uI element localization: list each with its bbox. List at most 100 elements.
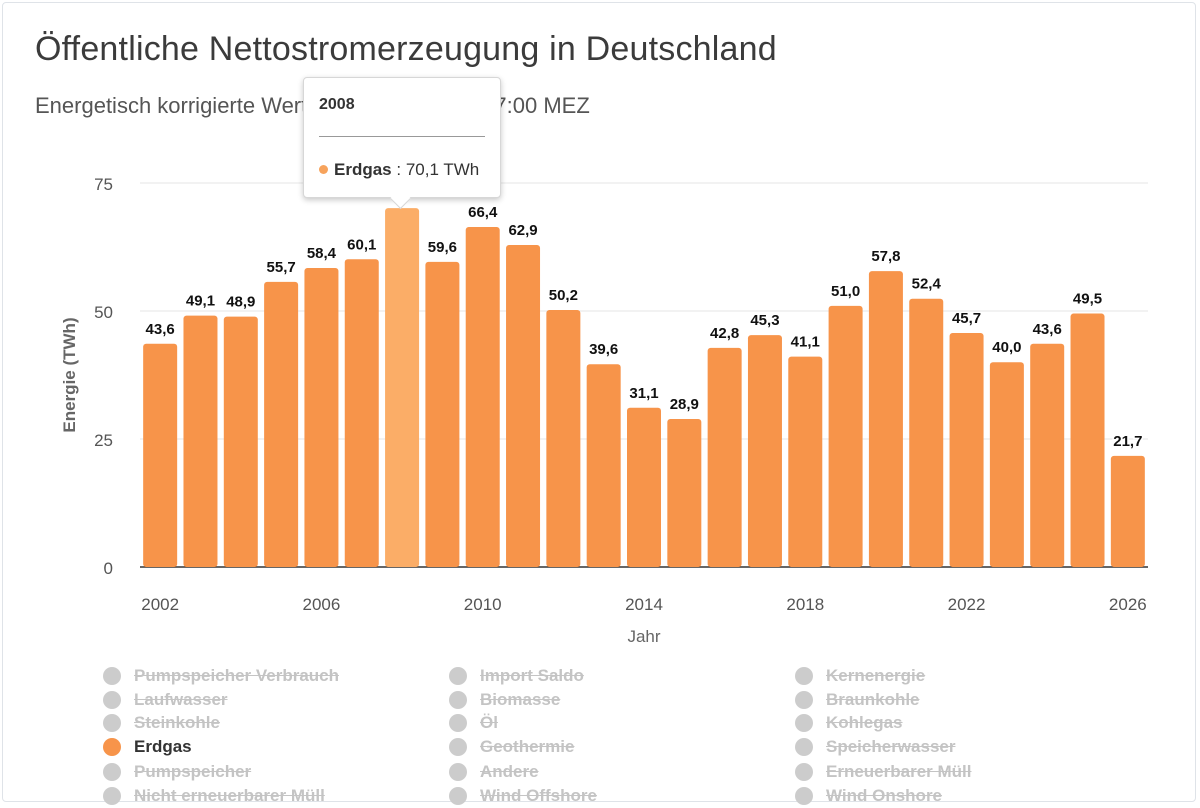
bar-2022 <box>949 333 984 567</box>
legend-marker-icon <box>103 691 121 709</box>
data-label-2018: 41,1 <box>791 334 820 351</box>
data-label-2025: 49,5 <box>1073 291 1102 308</box>
x-tick-label: 2006 <box>303 595 341 614</box>
legend-label: Kohlegas <box>826 713 903 732</box>
data-label-2023: 40,0 <box>992 339 1021 356</box>
bar-2026 <box>1110 455 1145 567</box>
data-label-2007: 60,1 <box>347 236 376 253</box>
legend-item-speicherwasser[interactable]: Speicherwasser <box>795 735 955 759</box>
bar-2011 <box>506 244 541 567</box>
legend-item-steinkohle[interactable]: Steinkohle <box>103 711 220 735</box>
legend-item-erneuerbarer-müll[interactable]: Erneuerbarer Müll <box>795 760 972 784</box>
bar-2002 <box>143 343 178 567</box>
tooltip-value: : 70,1 TWh <box>396 160 480 179</box>
data-label-2026: 21,7 <box>1113 433 1142 450</box>
tooltip-row: Erdgas : 70,1 TWh <box>319 160 479 180</box>
legend-marker-icon <box>449 738 467 756</box>
y-tick-label: 25 <box>94 431 113 450</box>
legend-marker-icon <box>103 714 121 732</box>
legend-item-erdgas[interactable]: Erdgas <box>103 735 192 759</box>
tooltip-series-name: Erdgas <box>334 160 392 179</box>
x-axis-title: Jahr <box>627 627 660 646</box>
legend-marker-icon <box>103 667 121 685</box>
bar-2023 <box>989 362 1024 567</box>
bar-2009 <box>425 261 460 567</box>
tooltip-header: 2008 <box>319 96 355 113</box>
legend-label: Öl <box>480 713 498 732</box>
y-tick-label: 50 <box>94 303 113 322</box>
x-tick-label: 2018 <box>786 595 824 614</box>
legend-item-laufwasser[interactable]: Laufwasser <box>103 688 228 712</box>
legend-item-pumpspeicher[interactable]: Pumpspeicher <box>103 760 251 784</box>
data-label-2003: 49,1 <box>186 293 215 310</box>
legend-label: Wind Onshore <box>826 786 943 805</box>
legend-marker-icon <box>795 691 813 709</box>
legend-marker-icon <box>103 787 121 805</box>
bar-2004 <box>223 316 258 567</box>
data-label-2015: 28,9 <box>670 396 699 413</box>
bar-2019 <box>828 305 863 567</box>
legend-item-kernenergie[interactable]: Kernenergie <box>795 664 925 688</box>
data-label-2014: 31,1 <box>629 385 658 402</box>
data-label-2010: 66,4 <box>468 204 498 221</box>
legend-marker-icon <box>795 738 813 756</box>
bar-2008 <box>385 208 420 567</box>
x-tick-label: 2002 <box>141 595 179 614</box>
legend-label: Kernenergie <box>826 666 926 685</box>
data-label-2016: 42,8 <box>710 325 739 342</box>
x-tick-label: 2022 <box>948 595 986 614</box>
legend-item-geothermie[interactable]: Geothermie <box>449 735 574 759</box>
data-label-2011: 62,9 <box>508 222 537 239</box>
data-label-2021: 52,4 <box>912 276 942 293</box>
data-label-2020: 57,8 <box>871 248 900 265</box>
legend-item-braunkohle[interactable]: Braunkohle <box>795 688 920 712</box>
legend-item-öl[interactable]: Öl <box>449 711 498 735</box>
legend-marker-icon <box>795 787 813 805</box>
data-label-2012: 50,2 <box>549 287 578 304</box>
bar-2003 <box>183 315 218 567</box>
bar-2007 <box>344 259 379 567</box>
legend-marker-icon <box>449 787 467 805</box>
legend-marker-icon <box>103 738 121 756</box>
legend-item-biomasse[interactable]: Biomasse <box>449 688 560 712</box>
legend-label: Steinkohle <box>134 713 220 732</box>
bar-2016 <box>707 347 742 567</box>
data-label-2013: 39,6 <box>589 341 618 358</box>
bar-2020 <box>868 271 903 567</box>
legend-label: Erdgas <box>134 737 192 756</box>
legend-item-pumpspeicher-verbrauch[interactable]: Pumpspeicher Verbrauch <box>103 664 339 688</box>
legend-marker-icon <box>103 763 121 781</box>
legend-marker-icon <box>795 763 813 781</box>
legend-item-wind-offshore[interactable]: Wind Offshore <box>449 784 597 808</box>
legend-marker-icon <box>449 691 467 709</box>
legend-label: Pumpspeicher Verbrauch <box>134 666 340 685</box>
tooltip-series-dot <box>319 164 328 174</box>
bar-2010 <box>465 227 500 568</box>
bar-2005 <box>264 281 299 567</box>
data-label-2004: 48,9 <box>226 294 255 311</box>
bar-2013 <box>586 364 621 567</box>
legend-marker-icon <box>449 667 467 685</box>
x-tick-label: 2014 <box>625 595 663 614</box>
y-axis-title: Energie (TWh) <box>60 317 79 432</box>
legend-marker-icon <box>449 763 467 781</box>
legend-label: Pumpspeicher <box>134 762 252 781</box>
legend-marker-icon <box>795 667 813 685</box>
legend-label: Geothermie <box>480 737 575 756</box>
legend-marker-icon <box>449 714 467 732</box>
chart-title: Öffentliche Nettostromerzeugung in Deuts… <box>35 30 777 68</box>
legend-item-kohlegas[interactable]: Kohlegas <box>795 711 903 735</box>
bar-2025 <box>1070 313 1105 567</box>
x-tick-label: 2010 <box>464 595 502 614</box>
data-label-2002: 43,6 <box>146 321 175 338</box>
bar-2012 <box>546 309 581 567</box>
data-label-2017: 45,3 <box>750 312 779 329</box>
legend-marker-icon <box>795 714 813 732</box>
legend-label: Andere <box>480 762 539 781</box>
tooltip-divider <box>319 136 485 137</box>
legend-item-wind-onshore[interactable]: Wind Onshore <box>795 784 942 808</box>
legend-item-import-saldo[interactable]: Import Saldo <box>449 664 584 688</box>
data-label-2005: 55,7 <box>267 259 296 276</box>
legend-item-nicht-erneuerbarer-müll[interactable]: Nicht erneuerbarer Müll <box>103 784 325 808</box>
legend-item-andere[interactable]: Andere <box>449 760 539 784</box>
